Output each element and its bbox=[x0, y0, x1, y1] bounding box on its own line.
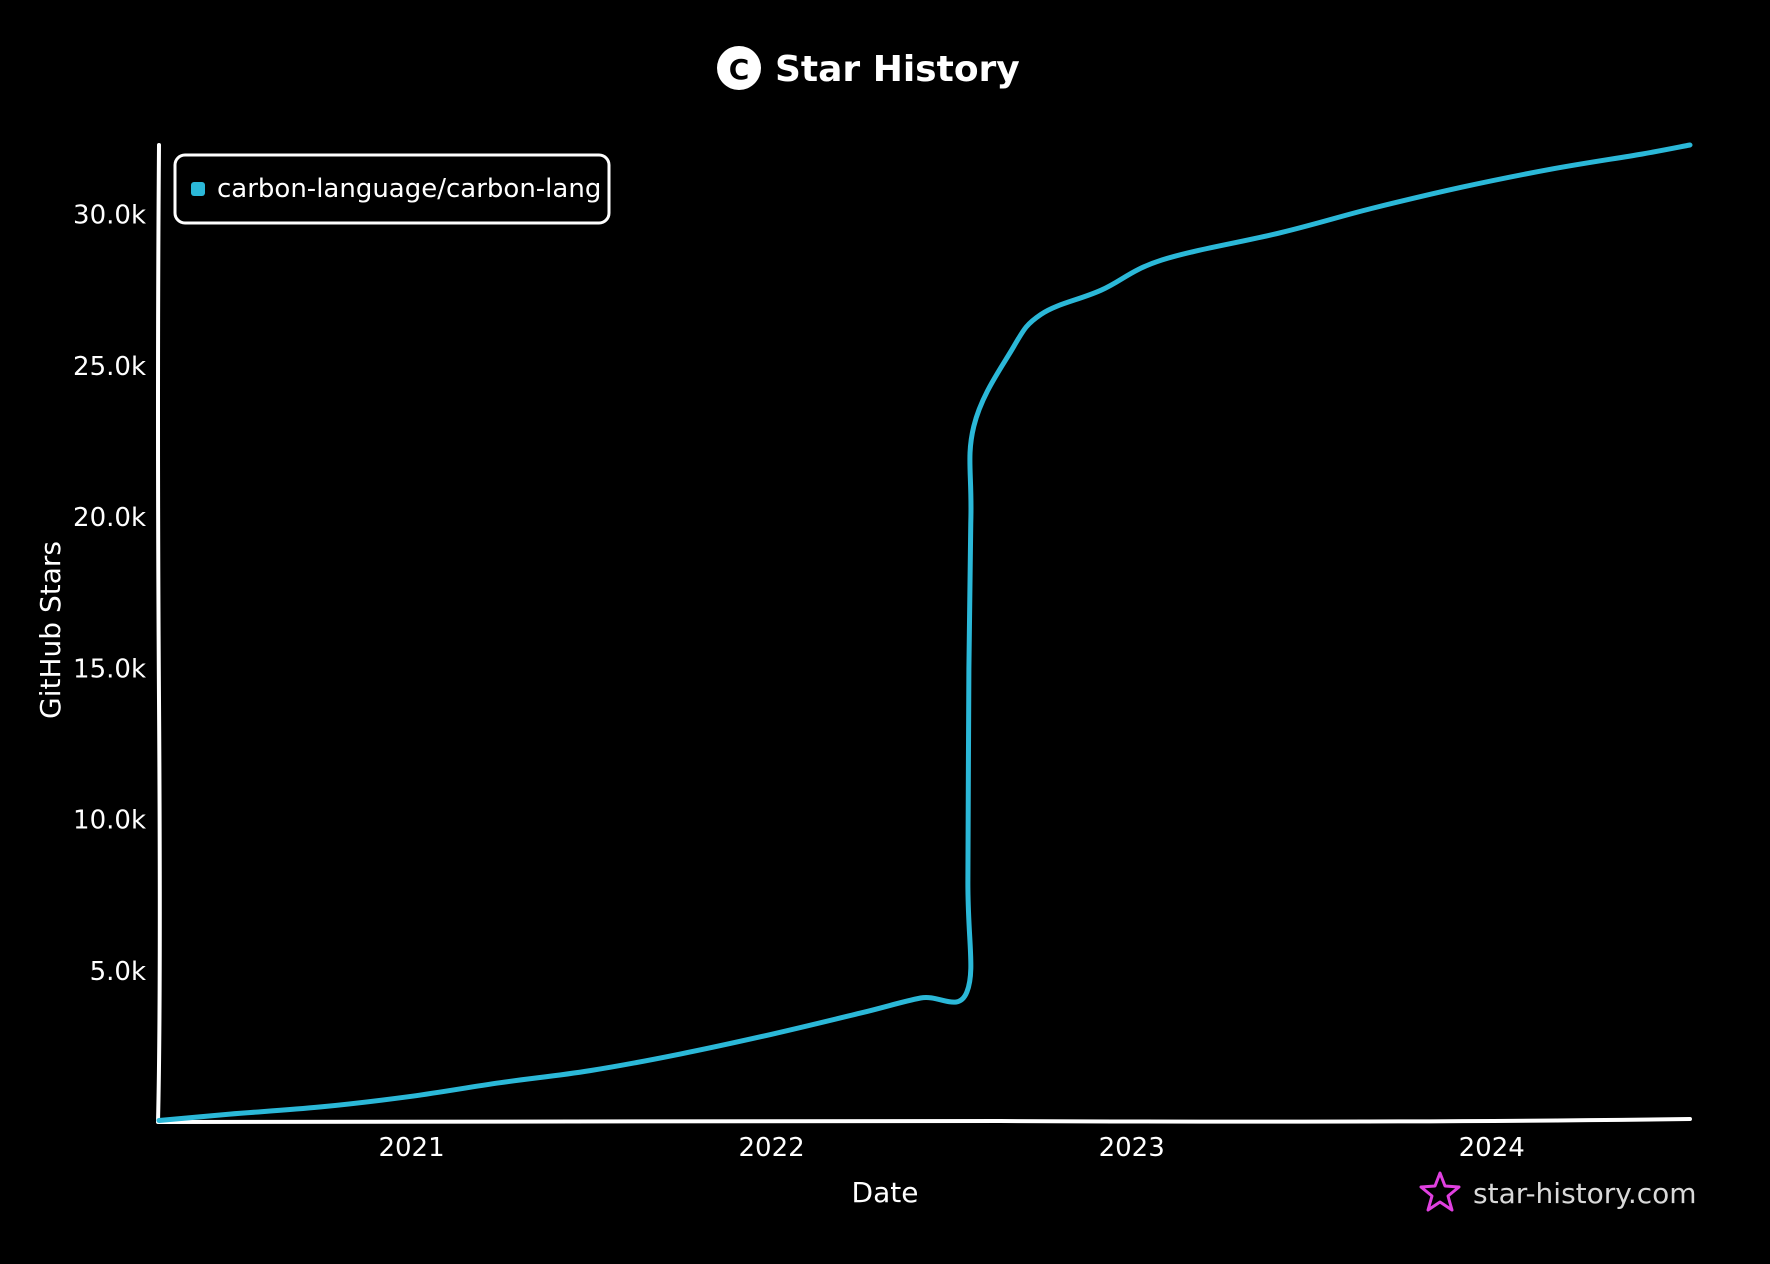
y-tick-label: 5.0k bbox=[90, 957, 146, 987]
x-tick-label: 2022 bbox=[739, 1133, 805, 1163]
star-icon bbox=[1419, 1171, 1461, 1212]
watermark-text: star-history.com bbox=[1473, 1177, 1697, 1210]
x-tick-label: 2024 bbox=[1459, 1133, 1525, 1163]
legend-box bbox=[173, 153, 611, 225]
x-tick-label: 2023 bbox=[1099, 1133, 1165, 1163]
y-tick-label: 10.0k bbox=[73, 806, 146, 836]
y-tick-label: 15.0k bbox=[73, 654, 146, 684]
x-axis-label: Date bbox=[852, 1176, 919, 1209]
y-tick-label: 30.0k bbox=[73, 201, 146, 231]
series-line-carbon-lang bbox=[156, 142, 1693, 1123]
legend: carbon-language/carbon-lang bbox=[173, 153, 611, 225]
y-tick-label: 20.0k bbox=[73, 503, 146, 533]
title-logo-letter: C bbox=[729, 53, 750, 86]
y-tick-labels: 5.0k 10.0k 15.0k 20.0k 25.0k 30.0k bbox=[73, 201, 146, 987]
x-tick-labels: 2021 2022 2023 2024 bbox=[378, 1133, 1524, 1163]
chart-title-group: C Star History bbox=[717, 46, 1020, 90]
legend-swatch bbox=[191, 182, 205, 196]
x-axis-line bbox=[157, 1117, 1692, 1124]
title-logo-icon bbox=[717, 46, 761, 90]
y-tick-label: 25.0k bbox=[73, 352, 146, 382]
y-axis-label: GitHub Stars bbox=[34, 541, 67, 719]
y-axis-line bbox=[156, 143, 162, 1124]
legend-label: carbon-language/carbon-lang bbox=[217, 174, 601, 204]
x-tick-label: 2021 bbox=[378, 1133, 444, 1163]
chart-title: Star History bbox=[775, 49, 1020, 90]
watermark: star-history.com bbox=[1419, 1171, 1697, 1212]
